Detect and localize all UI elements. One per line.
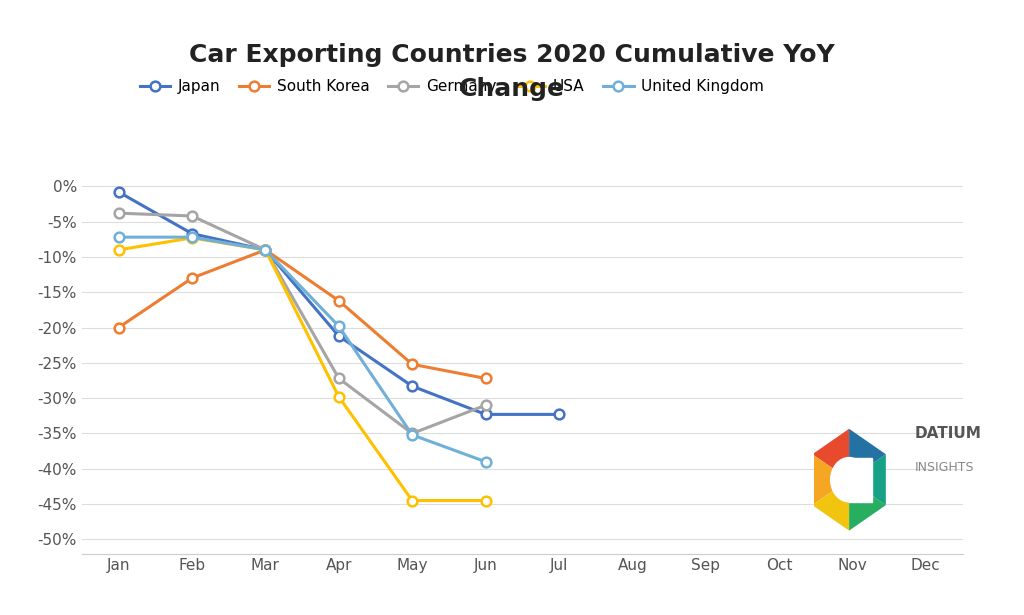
United Kingdom xyxy=(259,246,271,253)
Polygon shape xyxy=(812,454,849,505)
USA xyxy=(113,246,125,253)
Polygon shape xyxy=(849,429,886,480)
United Kingdom xyxy=(333,322,345,330)
Line: Japan: Japan xyxy=(114,187,564,419)
Germany xyxy=(259,246,271,253)
Text: Car Exporting Countries 2020 Cumulative YoY
Change: Car Exporting Countries 2020 Cumulative … xyxy=(189,43,835,100)
USA xyxy=(406,497,418,504)
Legend: Japan, South Korea, Germany, USA, United Kingdom: Japan, South Korea, Germany, USA, United… xyxy=(133,73,770,100)
South Korea xyxy=(406,360,418,368)
USA xyxy=(479,497,492,504)
USA xyxy=(259,246,271,253)
Germany xyxy=(186,212,199,220)
South Korea xyxy=(479,375,492,382)
Text: DATIUM: DATIUM xyxy=(914,426,981,441)
Circle shape xyxy=(830,458,867,502)
Line: USA: USA xyxy=(114,233,490,506)
Japan xyxy=(259,246,271,253)
Polygon shape xyxy=(849,480,886,531)
Japan xyxy=(406,383,418,390)
South Korea xyxy=(186,274,199,282)
Germany xyxy=(333,375,345,382)
United Kingdom xyxy=(186,234,199,241)
Polygon shape xyxy=(812,480,849,531)
USA xyxy=(186,234,199,242)
Germany xyxy=(406,430,418,437)
South Korea xyxy=(113,324,125,331)
Germany xyxy=(479,402,492,409)
South Korea xyxy=(259,246,271,253)
Japan xyxy=(479,411,492,418)
Text: INSIGHTS: INSIGHTS xyxy=(914,461,974,474)
Polygon shape xyxy=(812,429,849,480)
Japan xyxy=(553,411,565,418)
Line: Germany: Germany xyxy=(114,208,490,438)
Bar xyxy=(849,458,872,502)
Line: United Kingdom: United Kingdom xyxy=(114,232,490,467)
Japan xyxy=(113,188,125,196)
United Kingdom xyxy=(113,234,125,241)
Japan xyxy=(333,332,345,339)
Japan xyxy=(186,230,199,237)
United Kingdom xyxy=(406,431,418,438)
Line: South Korea: South Korea xyxy=(114,245,490,383)
Germany xyxy=(113,210,125,217)
United Kingdom xyxy=(479,458,492,466)
USA xyxy=(333,393,345,400)
South Korea xyxy=(333,297,345,304)
Polygon shape xyxy=(849,454,886,505)
